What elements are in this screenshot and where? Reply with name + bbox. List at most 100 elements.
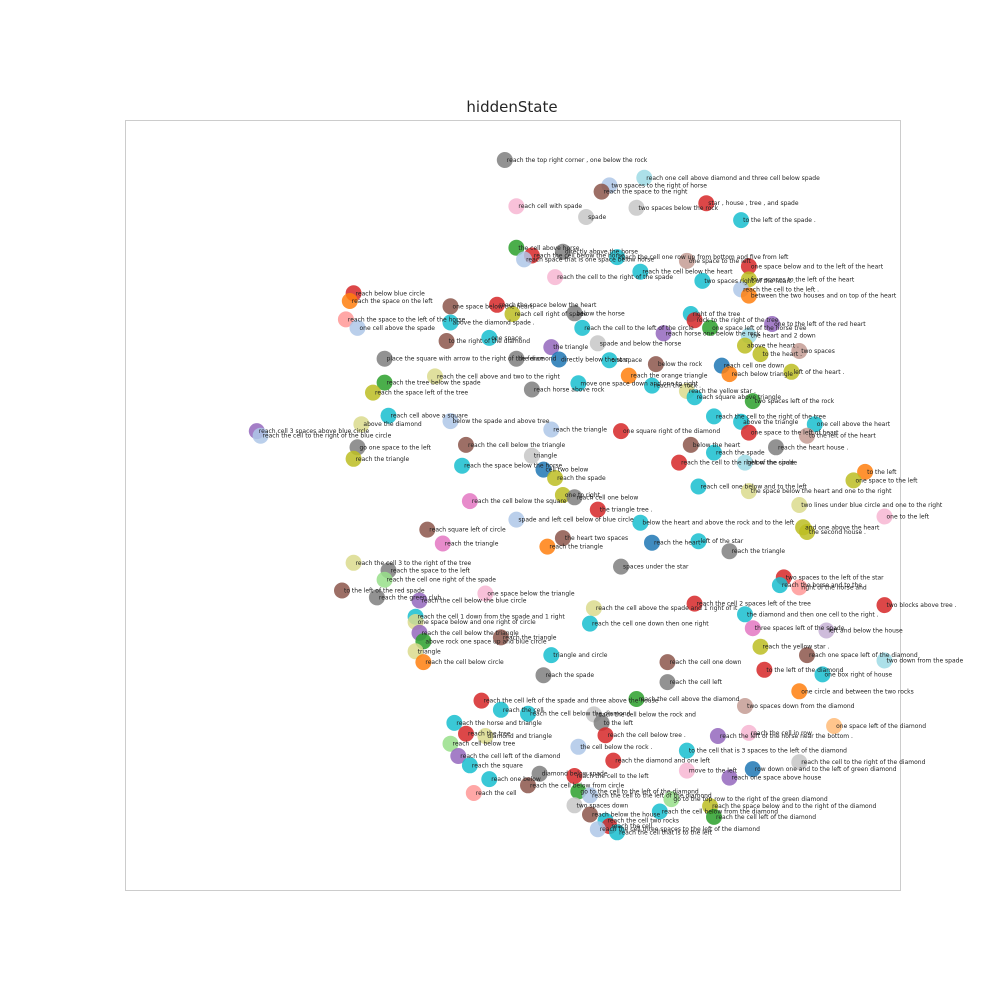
scatter-point [531,765,548,782]
scatter-point [744,761,761,778]
scatter-point [876,652,893,669]
point-label: reach the diamond and one left [615,758,710,765]
scatter-point [733,212,750,229]
point-label: reach the cell to the right of the diamo… [801,759,925,766]
point-label: reach the cell 1 down from the spade and… [418,614,566,621]
point-label: reach cell one below [577,494,639,501]
scatter-point [655,325,672,342]
scatter-point [570,375,587,392]
scatter-point [547,269,564,286]
point-label: directly above the horse [565,249,638,256]
point-label: reach the cell to the left of the circle [584,325,694,332]
point-label: spade and left cell below of blue circle [518,517,634,524]
point-label: left of the heart . [794,369,845,376]
scatter-point [566,489,583,506]
point-label: triangle [534,453,557,460]
scatter-point [706,808,722,825]
scatter-point [520,705,536,722]
scatter-point [582,806,598,823]
scatter-point [477,728,494,744]
scatter-point [791,683,808,700]
point-label: diamond and triangle [487,733,552,740]
point-label: diamond below spade [542,771,608,778]
point-label: reach the spade [557,475,606,482]
point-label: reach the cell to the left [577,773,650,780]
scatter-point [438,333,455,349]
scatter-point [737,606,753,623]
point-label: and one above the heart [805,524,880,531]
scatter-point [547,470,564,486]
point-label: two lines under blue circle and one to t… [801,502,943,509]
point-label: reach the cell to the right of the spade [557,274,673,281]
scatter-point [857,463,874,480]
point-label: move to the left [689,768,738,775]
point-labels: reach the top right corner , one below t… [259,157,964,836]
scatter-point [678,742,695,759]
point-label: reach cell below tree [453,741,516,748]
scatter-point [737,454,753,471]
scatter-point [345,450,362,467]
scatter-point [578,209,595,225]
scatter-point [791,497,808,513]
point-label: reach the cell left of the diamond [460,753,560,760]
scatter-point [582,787,598,804]
point-label: reach the cell below the heart [642,269,733,276]
point-label: reach the triangle [356,456,410,463]
scatter-point [647,356,664,373]
point-label: reach cell one below and to the left [701,484,808,491]
scatter-point [554,243,571,260]
point-label: reach cell above a square [391,413,469,420]
point-label: reach one space above house [732,775,822,782]
scatter-point [473,692,490,709]
scatter-point [450,748,467,764]
scatter-point [737,698,753,714]
scatter-point [411,592,428,609]
point-label: reach the space to the right [604,189,688,196]
point-label: one space below the heart [453,303,534,310]
point-label: reach cell 3 spaces above blue circle [259,428,370,435]
point-label: reach the square [472,762,523,769]
point-label: below the spade and above tree [453,418,550,425]
scatter-point [365,384,381,401]
scatter-point [415,654,432,671]
point-label: one space below and one right of circle [418,619,536,626]
scatter-point [628,691,645,707]
point-label: reach cell right of spade [515,311,588,318]
scatter-point [442,413,459,430]
point-label: reach the space on the left [352,298,433,305]
scatter-point [570,738,587,755]
scatter-point [442,735,459,752]
scatter-point [694,272,711,289]
scatter-point [368,589,385,606]
scatter-point [636,169,653,186]
scatter-point [589,501,606,518]
point-label: left of the star [701,538,744,545]
point-label: reach the space below the horse [464,463,562,470]
point-label: reach below blue circle [356,290,426,297]
scatter-point [492,629,509,646]
point-label: reach one cell above diamond and three c… [646,175,820,182]
scatter-point [543,339,560,356]
chart-title: hiddenState [466,98,557,116]
point-label: one square right of the diamond [623,428,720,435]
scatter-point [465,785,482,801]
point-label: two spaces to the right of horse [611,182,707,189]
point-label: reach the cell left of the spade and thr… [484,698,659,705]
point-label: reach the top right corner , one below t… [507,157,648,164]
scatter-point [651,803,668,820]
scatter-point [477,585,494,602]
point-label: two down from the spade [887,658,964,665]
scatter-point [508,239,525,256]
point-label: reach the cell in row [751,730,812,737]
scatter-point [737,337,753,354]
point-label: reach the cell [503,707,544,714]
point-label: triangle [418,648,441,655]
scatter-point [539,538,556,555]
scatter-point [740,258,757,275]
scatter-point [589,335,606,352]
point-label: one circle and between the two rocks [801,688,913,695]
scatter-point [543,647,560,664]
scatter-point [337,311,354,328]
point-label: above the diamond [363,421,422,428]
scatter-point [690,533,707,550]
